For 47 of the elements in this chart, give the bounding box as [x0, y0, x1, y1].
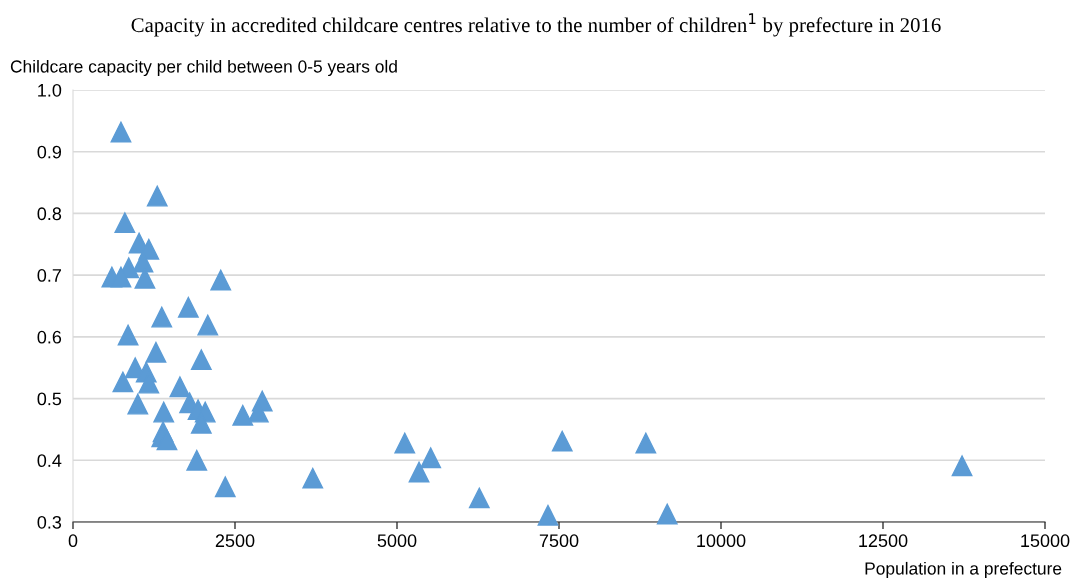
x-tick-label: 0: [68, 534, 78, 548]
point: [232, 404, 254, 426]
point: [114, 212, 136, 234]
y-tick-label: 0.5: [37, 392, 62, 406]
point: [394, 432, 416, 454]
point: [190, 349, 212, 371]
x-tick-label: 10000: [697, 534, 746, 548]
y-tick-label: 0.7: [37, 269, 61, 282]
point: [468, 487, 490, 509]
x-axis-title: Population in a prefecture: [865, 561, 1062, 579]
point: [420, 447, 442, 469]
point: [177, 296, 199, 318]
point: [145, 341, 167, 363]
y-tick-label: 0.8: [37, 207, 62, 221]
x-tick-label: 12500: [859, 534, 908, 548]
point: [153, 401, 175, 423]
point: [197, 314, 219, 336]
chart-title: Capacity in accredited childcare centres relative to the number of children$^{1}$ by prefecture in 2016: [131, 13, 941, 37]
point: [551, 430, 573, 452]
x-tick-label: 5000: [377, 534, 417, 548]
y-tick-label: 0.6: [37, 330, 62, 344]
point: [656, 503, 678, 525]
point: [210, 269, 232, 291]
y-tick-label: 0.9: [37, 145, 62, 159]
point: [951, 455, 973, 477]
point: [117, 324, 139, 346]
point: [302, 467, 324, 489]
point: [537, 504, 559, 526]
point: [110, 266, 132, 288]
point: [214, 476, 236, 498]
point: [186, 449, 208, 471]
point: [408, 461, 430, 483]
point: [110, 121, 132, 143]
y-tick-label: 1.0: [38, 83, 62, 97]
y-axis-title: Childcare capacity per child between 0-5 years old: [10, 59, 397, 77]
point: [635, 432, 657, 454]
point: [112, 371, 134, 393]
y-tick-label: 0.4: [37, 454, 62, 468]
point: [146, 185, 168, 207]
point: [156, 429, 178, 451]
point: [127, 393, 149, 415]
x-tick-label: 2500: [215, 534, 255, 548]
point: [169, 376, 191, 398]
point: [151, 306, 173, 328]
y-tick-label: 0.3: [37, 515, 62, 529]
x-tick-label: 15000: [1021, 534, 1070, 548]
x-tick-label: 7500: [539, 534, 579, 548]
